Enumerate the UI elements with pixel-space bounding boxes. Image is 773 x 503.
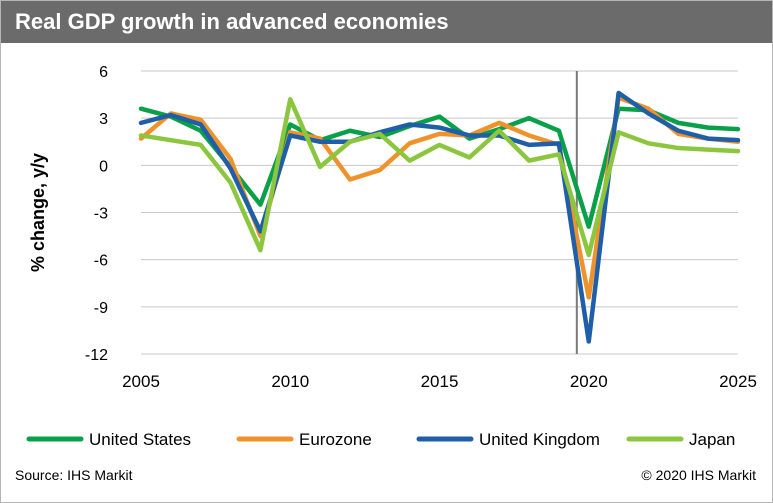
y-tick-label: -9 (94, 300, 108, 317)
copyright-note: © 2020 IHS Markit (641, 467, 756, 483)
source-note: Source: IHS Markit (15, 467, 133, 483)
x-tick-label: 2010 (271, 372, 309, 391)
legend-label: United Kingdom (479, 430, 600, 449)
y-tick-label: 0 (99, 158, 108, 175)
legend-label: United States (89, 430, 191, 449)
x-tick-label: 2015 (421, 372, 459, 391)
x-tick-label: 2005 (122, 372, 160, 391)
y-axis-label: % change, y/y (28, 153, 48, 272)
series-line-japan (138, 97, 741, 258)
legend-label: Japan (689, 430, 735, 449)
series-line-united-kingdom (138, 90, 741, 344)
y-tick-label: -3 (94, 206, 108, 223)
y-tick-label: -12 (85, 347, 108, 364)
x-tick-label: 2020 (570, 372, 608, 391)
y-tick-label: 3 (99, 111, 108, 128)
title-bar: Real GDP growth in advanced economies (1, 1, 772, 43)
chart-title: Real GDP growth in advanced economies (15, 9, 449, 34)
x-tick-label: 2025 (719, 372, 757, 391)
y-tick-label: 6 (99, 64, 108, 81)
y-tick-label: -6 (94, 253, 108, 270)
legend-label: Eurozone (299, 430, 372, 449)
